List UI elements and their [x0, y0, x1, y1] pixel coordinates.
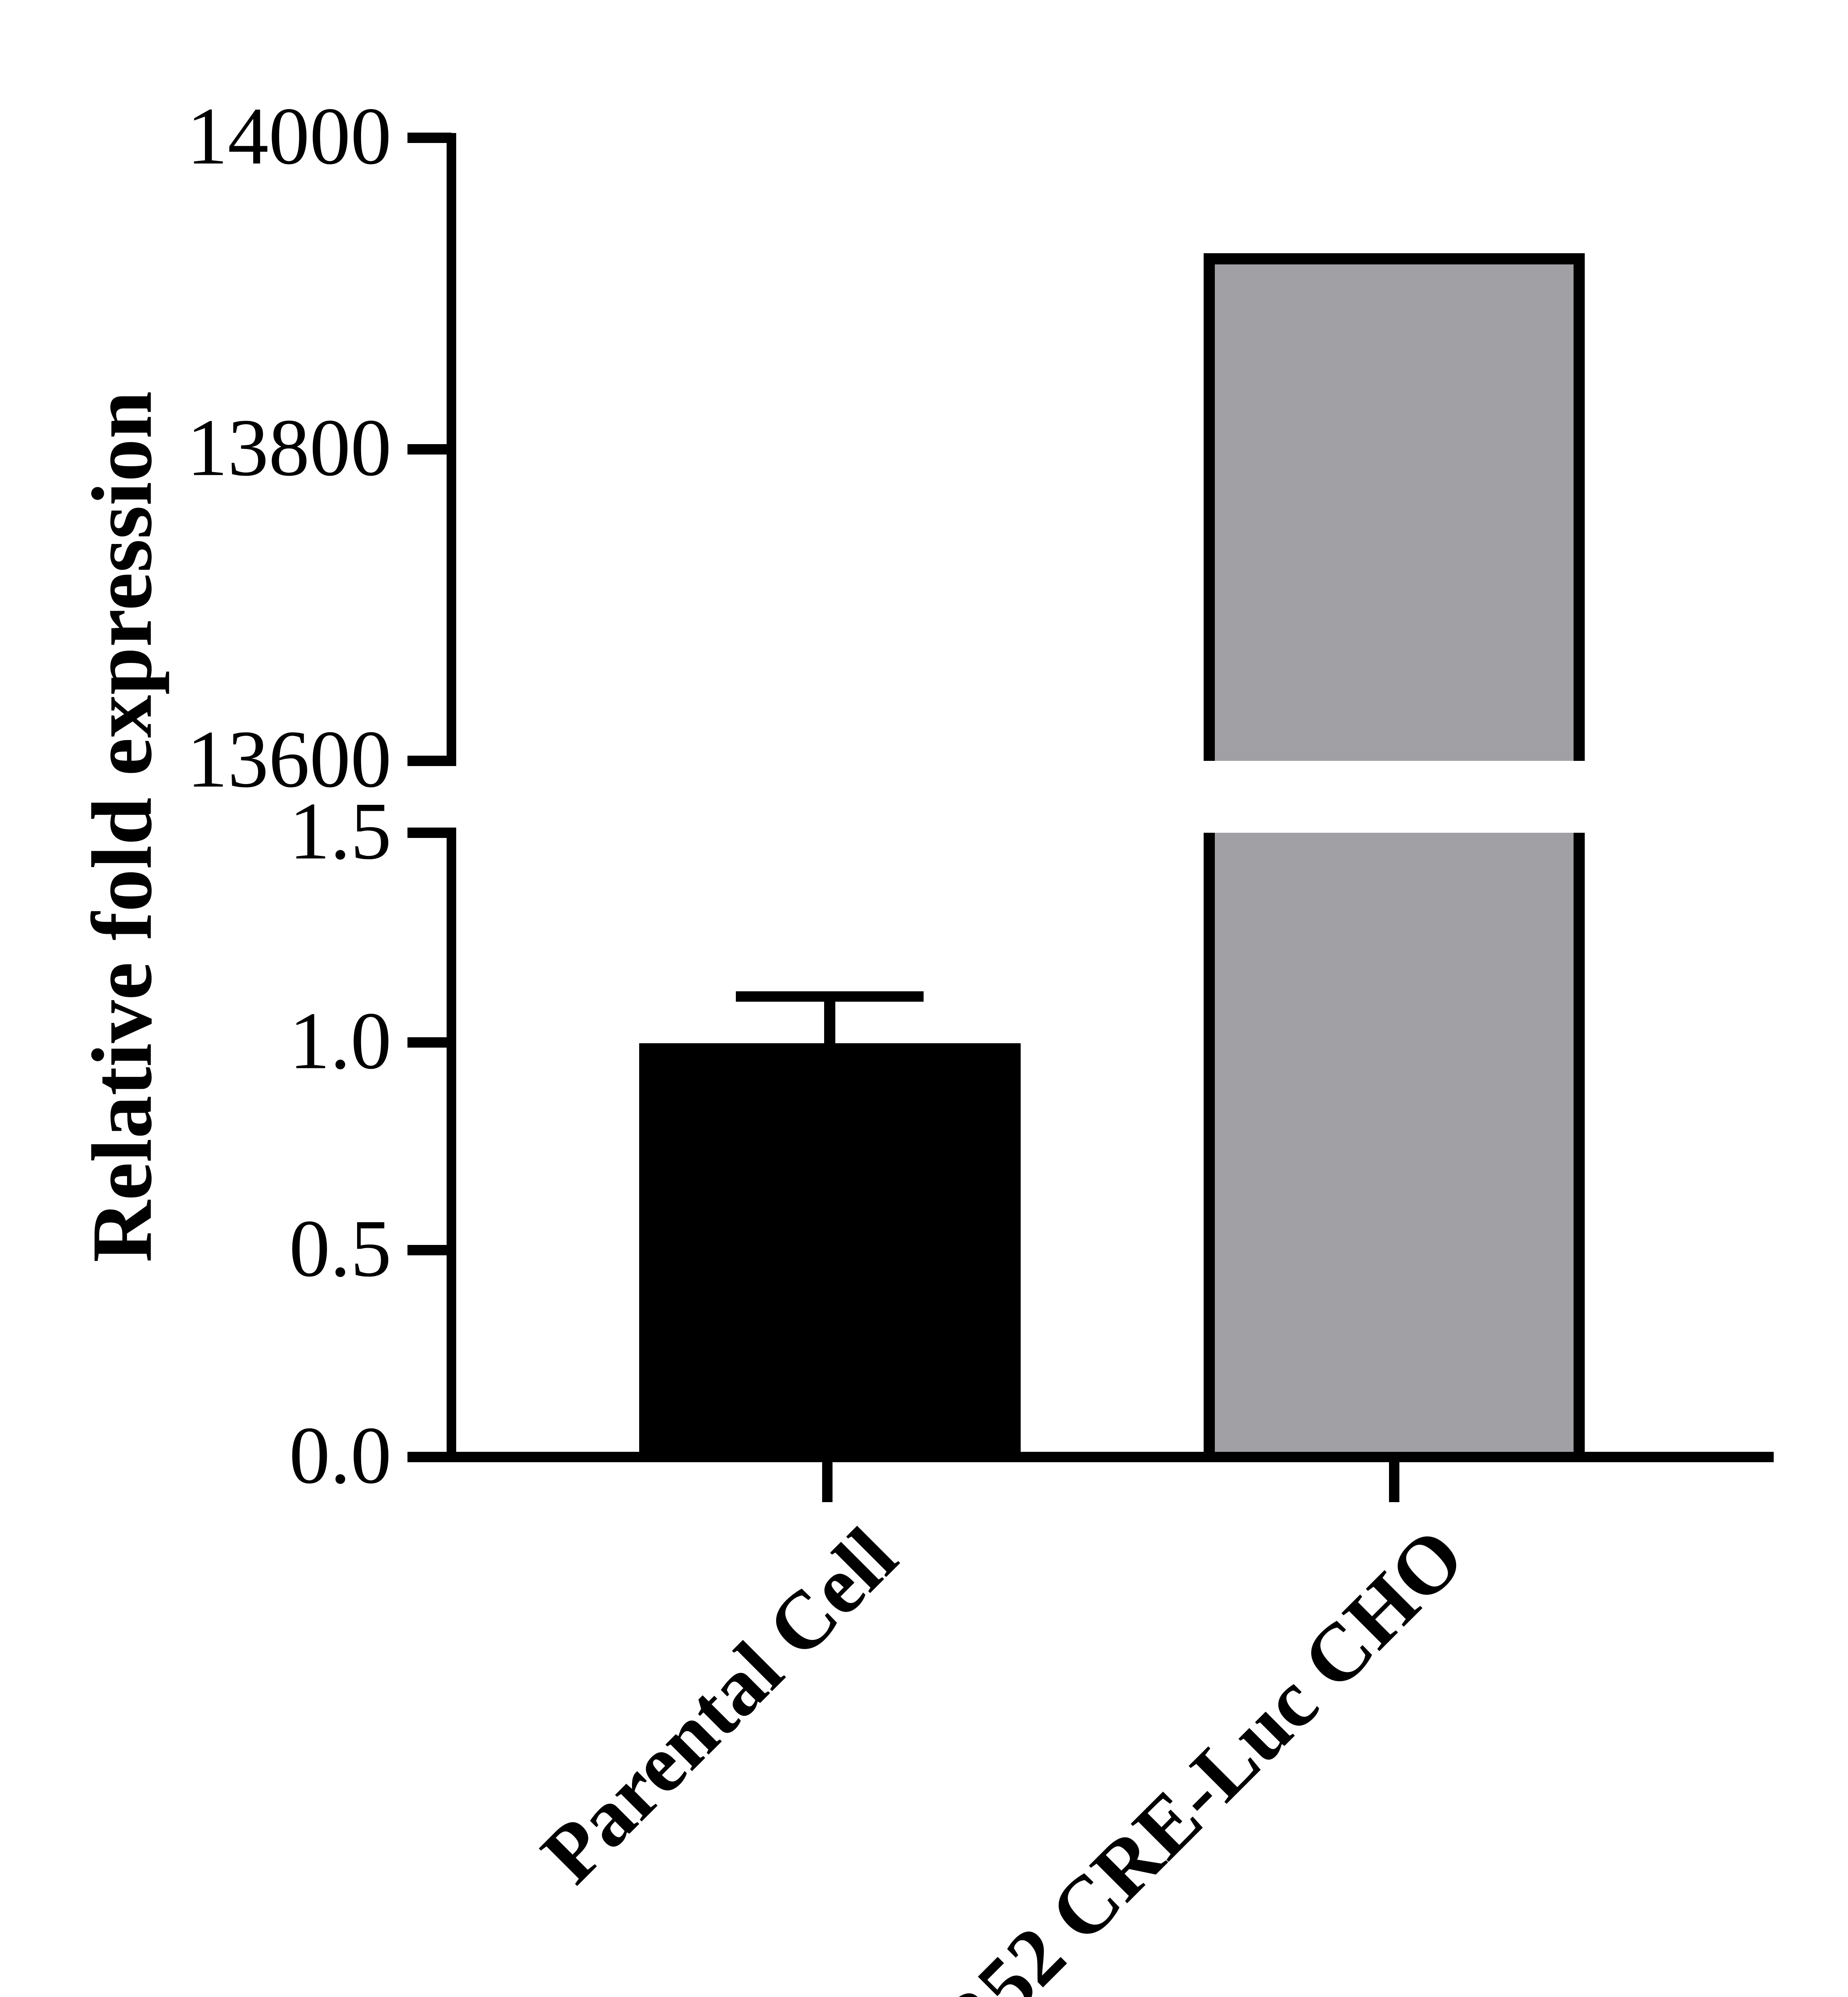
- x-category-label-parental-cell: Parental Cell: [524, 1511, 914, 1900]
- y-tick-label-1-5: 1.5: [289, 786, 391, 877]
- y-tick-0-5: [407, 1245, 451, 1255]
- x-tick-gpr52: [1389, 1462, 1399, 1502]
- x-category-label-gpr52: GPR52 CRE-Luc CHO: [838, 1511, 1481, 1997]
- y-tick-label-0-0: 0.0: [289, 1410, 391, 1501]
- y-tick-label-13800: 13800: [187, 402, 392, 493]
- y-tick-0-0: [407, 1452, 451, 1462]
- error-bar-stem-parental-cell: [824, 997, 835, 1048]
- y-tick-label-0-5: 0.5: [289, 1203, 391, 1294]
- y-axis-title: Relative fold expression: [74, 391, 170, 1263]
- y-tick-14000: [407, 133, 451, 143]
- y-tick-13600: [407, 756, 451, 766]
- y-tick-label-14000: 14000: [187, 91, 392, 182]
- x-axis: [447, 1452, 1774, 1462]
- bar-gpr52-upper-segment: [1204, 253, 1585, 761]
- y-tick-1-0: [407, 1037, 451, 1048]
- x-tick-parental-cell: [822, 1462, 833, 1502]
- y-tick-label-13600: 13600: [187, 714, 392, 805]
- y-tick-1-5: [407, 828, 451, 838]
- y-axis-lower-segment: [447, 828, 456, 1462]
- error-bar-cap-parental-cell: [736, 991, 924, 1002]
- y-tick-13800: [407, 444, 451, 455]
- bar-parental-cell: [639, 1043, 1021, 1452]
- bar-gpr52-lower-segment: [1204, 833, 1585, 1452]
- y-tick-label-1-0: 1.0: [289, 995, 391, 1086]
